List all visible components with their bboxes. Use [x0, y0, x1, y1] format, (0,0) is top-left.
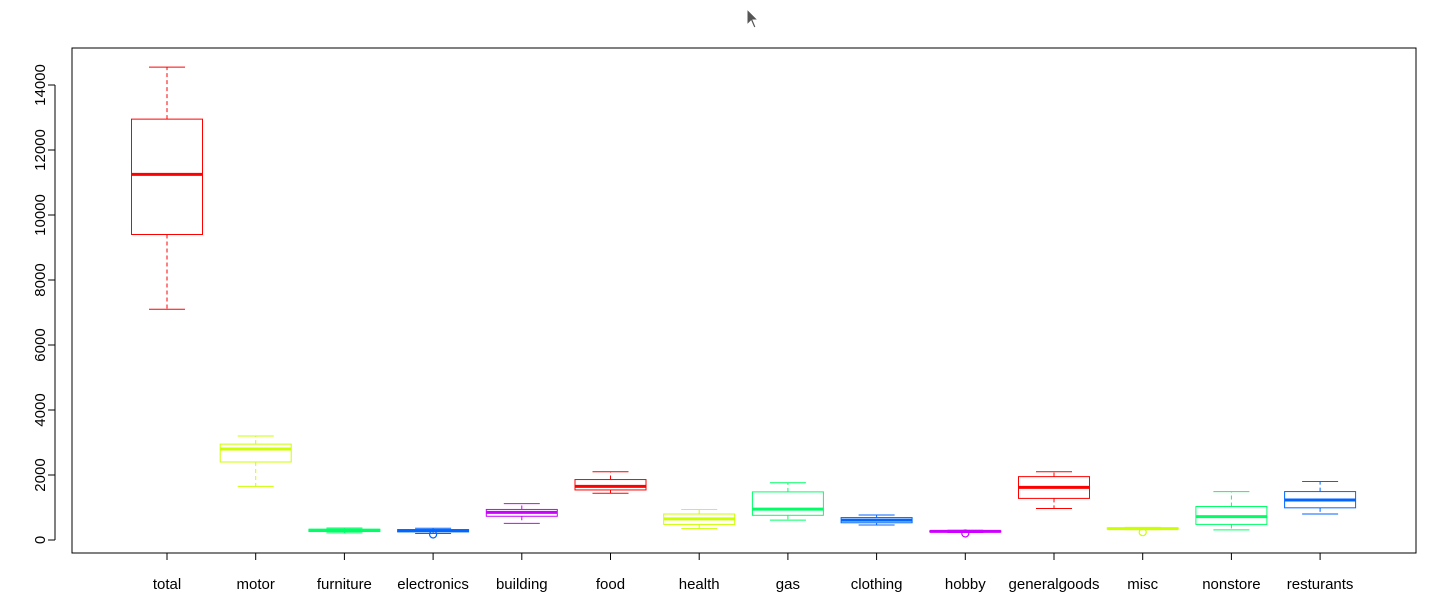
x-tick-label-building: building [496, 576, 548, 593]
box-motor [219, 435, 292, 487]
box-total [131, 66, 203, 310]
y-tick-label: 8000 [32, 263, 49, 296]
x-tick-label-health: health [679, 576, 720, 593]
boxes-layer [131, 66, 1357, 539]
x-tick-label-food: food [596, 576, 625, 593]
box-nonstore [1195, 491, 1268, 531]
plot-frame [71, 47, 1417, 554]
y-tick-label: 0 [32, 536, 49, 544]
box-food [574, 471, 647, 494]
x-tick-label-furniture: furniture [317, 576, 372, 593]
y-tick-label: 2000 [32, 458, 49, 491]
x-tick-label-nonstore: nonstore [1202, 576, 1260, 593]
x-tick-label-misc: misc [1127, 576, 1158, 593]
box-misc [1106, 526, 1179, 537]
box-resturants [1284, 481, 1357, 515]
y-tick-label: 10000 [32, 194, 49, 236]
box-generalgoods [1018, 471, 1090, 509]
box-clothing [840, 514, 913, 526]
x-tick-label-generalgoods: generalgoods [1009, 576, 1100, 593]
y-tick-label: 12000 [32, 129, 49, 171]
box-electronics [397, 527, 470, 539]
box-health [663, 508, 736, 530]
iqr-box [219, 443, 292, 463]
box-furniture [308, 527, 381, 534]
outlier-point [961, 529, 970, 538]
x-tick-label-total: total [153, 576, 181, 593]
x-tick-label-electronics: electronics [397, 576, 469, 593]
outlier-point [1138, 528, 1147, 537]
x-axis: total motor furniture electronics building fo… [153, 552, 1354, 593]
outlier-point [429, 530, 438, 539]
x-tick-label-motor: motor [237, 576, 275, 593]
x-tick-label-resturants: resturants [1287, 576, 1354, 593]
box-hobby [929, 529, 1002, 538]
box-building [485, 503, 558, 524]
iqr-box [131, 118, 203, 235]
x-tick-label-clothing: clothing [851, 576, 903, 593]
y-tick-label: 6000 [32, 328, 49, 361]
iqr-box [751, 491, 824, 516]
y-tick-label: 4000 [32, 393, 49, 426]
mouse-pointer-icon [746, 8, 760, 29]
x-tick-label-hobby: hobby [945, 576, 986, 593]
iqr-box [574, 479, 647, 491]
x-tick-label-gas: gas [776, 576, 800, 593]
y-tick-label: 14000 [32, 64, 49, 106]
y-axis: 0 2000 4000 6000 8000 10000 12000 14000 [32, 64, 56, 544]
box-gas [751, 482, 824, 521]
